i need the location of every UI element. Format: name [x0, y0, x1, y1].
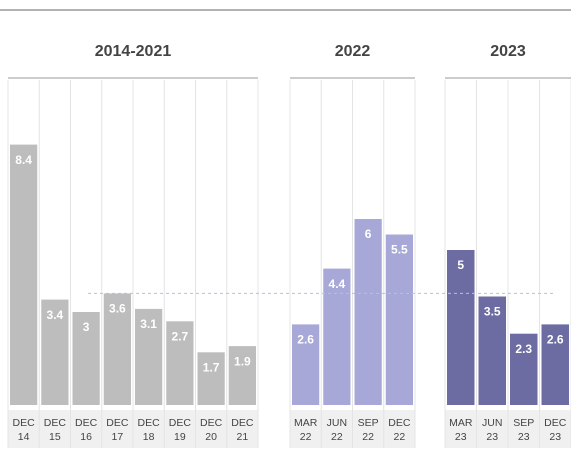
data-label: 3.5: [484, 305, 501, 319]
x-tick-label: DEC: [231, 417, 254, 429]
x-tick-label: 22: [300, 431, 312, 443]
data-label: 2.7: [172, 329, 189, 343]
bar: [72, 312, 100, 405]
x-tick-label: DEC: [106, 417, 129, 429]
bar: [478, 296, 506, 405]
data-label: 1.9: [234, 354, 251, 368]
panel-title: 2014-2021: [95, 43, 172, 60]
data-label: 3.1: [140, 317, 157, 331]
x-tick-label: DEC: [44, 417, 67, 429]
x-tick-label: SEP: [513, 417, 534, 429]
x-tick-label: 23: [486, 431, 498, 443]
bar: [41, 299, 69, 405]
x-tick-label: DEC: [13, 417, 36, 429]
bar: [292, 324, 320, 405]
x-tick-label: 15: [49, 431, 61, 443]
x-tick-label: 23: [455, 431, 467, 443]
bar: [10, 144, 38, 405]
x-tick-label: DEC: [388, 417, 411, 429]
bar: [228, 346, 256, 405]
bar: [354, 219, 382, 405]
data-label: 6: [365, 227, 372, 241]
x-tick-label: 19: [174, 431, 186, 443]
x-tick-label: 22: [394, 431, 406, 443]
panel-title: 2023: [490, 43, 526, 60]
panel-title: 2022: [335, 43, 371, 60]
data-label: 2.3: [515, 342, 532, 356]
x-tick-label: 18: [143, 431, 155, 443]
x-tick-label: DEC: [138, 417, 161, 429]
data-label: 1.7: [203, 360, 220, 374]
x-tick-label: 16: [80, 431, 92, 443]
bar: [135, 308, 163, 405]
x-tick-label: MAR: [294, 417, 318, 429]
x-tick-label: DEC: [75, 417, 98, 429]
bar: [323, 268, 351, 405]
x-tick-label: DEC: [169, 417, 192, 429]
x-tick-label: 20: [205, 431, 217, 443]
x-tick-label: 22: [331, 431, 343, 443]
data-label: 5: [457, 258, 464, 272]
data-label: 8.4: [15, 153, 32, 167]
data-label: 3.4: [47, 308, 64, 322]
bar: [166, 321, 194, 405]
x-tick-label: 23: [518, 431, 530, 443]
x-tick-label: 22: [362, 431, 374, 443]
bar: [103, 293, 131, 405]
bar: [197, 352, 225, 405]
bar: [541, 324, 569, 405]
data-label: 3: [83, 320, 90, 334]
data-label: 2.6: [297, 333, 314, 347]
bar: [510, 333, 538, 405]
x-tick-label: SEP: [358, 417, 379, 429]
bar: [447, 250, 475, 405]
x-tick-label: DEC: [200, 417, 223, 429]
x-tick-label: DEC: [544, 417, 567, 429]
bar: [385, 234, 413, 405]
data-label: 2.6: [547, 333, 564, 347]
data-label: 5.5: [391, 243, 408, 257]
x-tick-label: JUN: [482, 417, 502, 429]
x-tick-label: 21: [237, 431, 249, 443]
x-tick-label: MAR: [449, 417, 473, 429]
x-tick-label: 23: [549, 431, 561, 443]
data-label: 4.4: [329, 277, 346, 291]
x-tick-label: 17: [112, 431, 124, 443]
x-tick-label: 14: [18, 431, 30, 443]
x-tick-label: JUN: [327, 417, 347, 429]
data-label: 3.6: [109, 302, 126, 316]
